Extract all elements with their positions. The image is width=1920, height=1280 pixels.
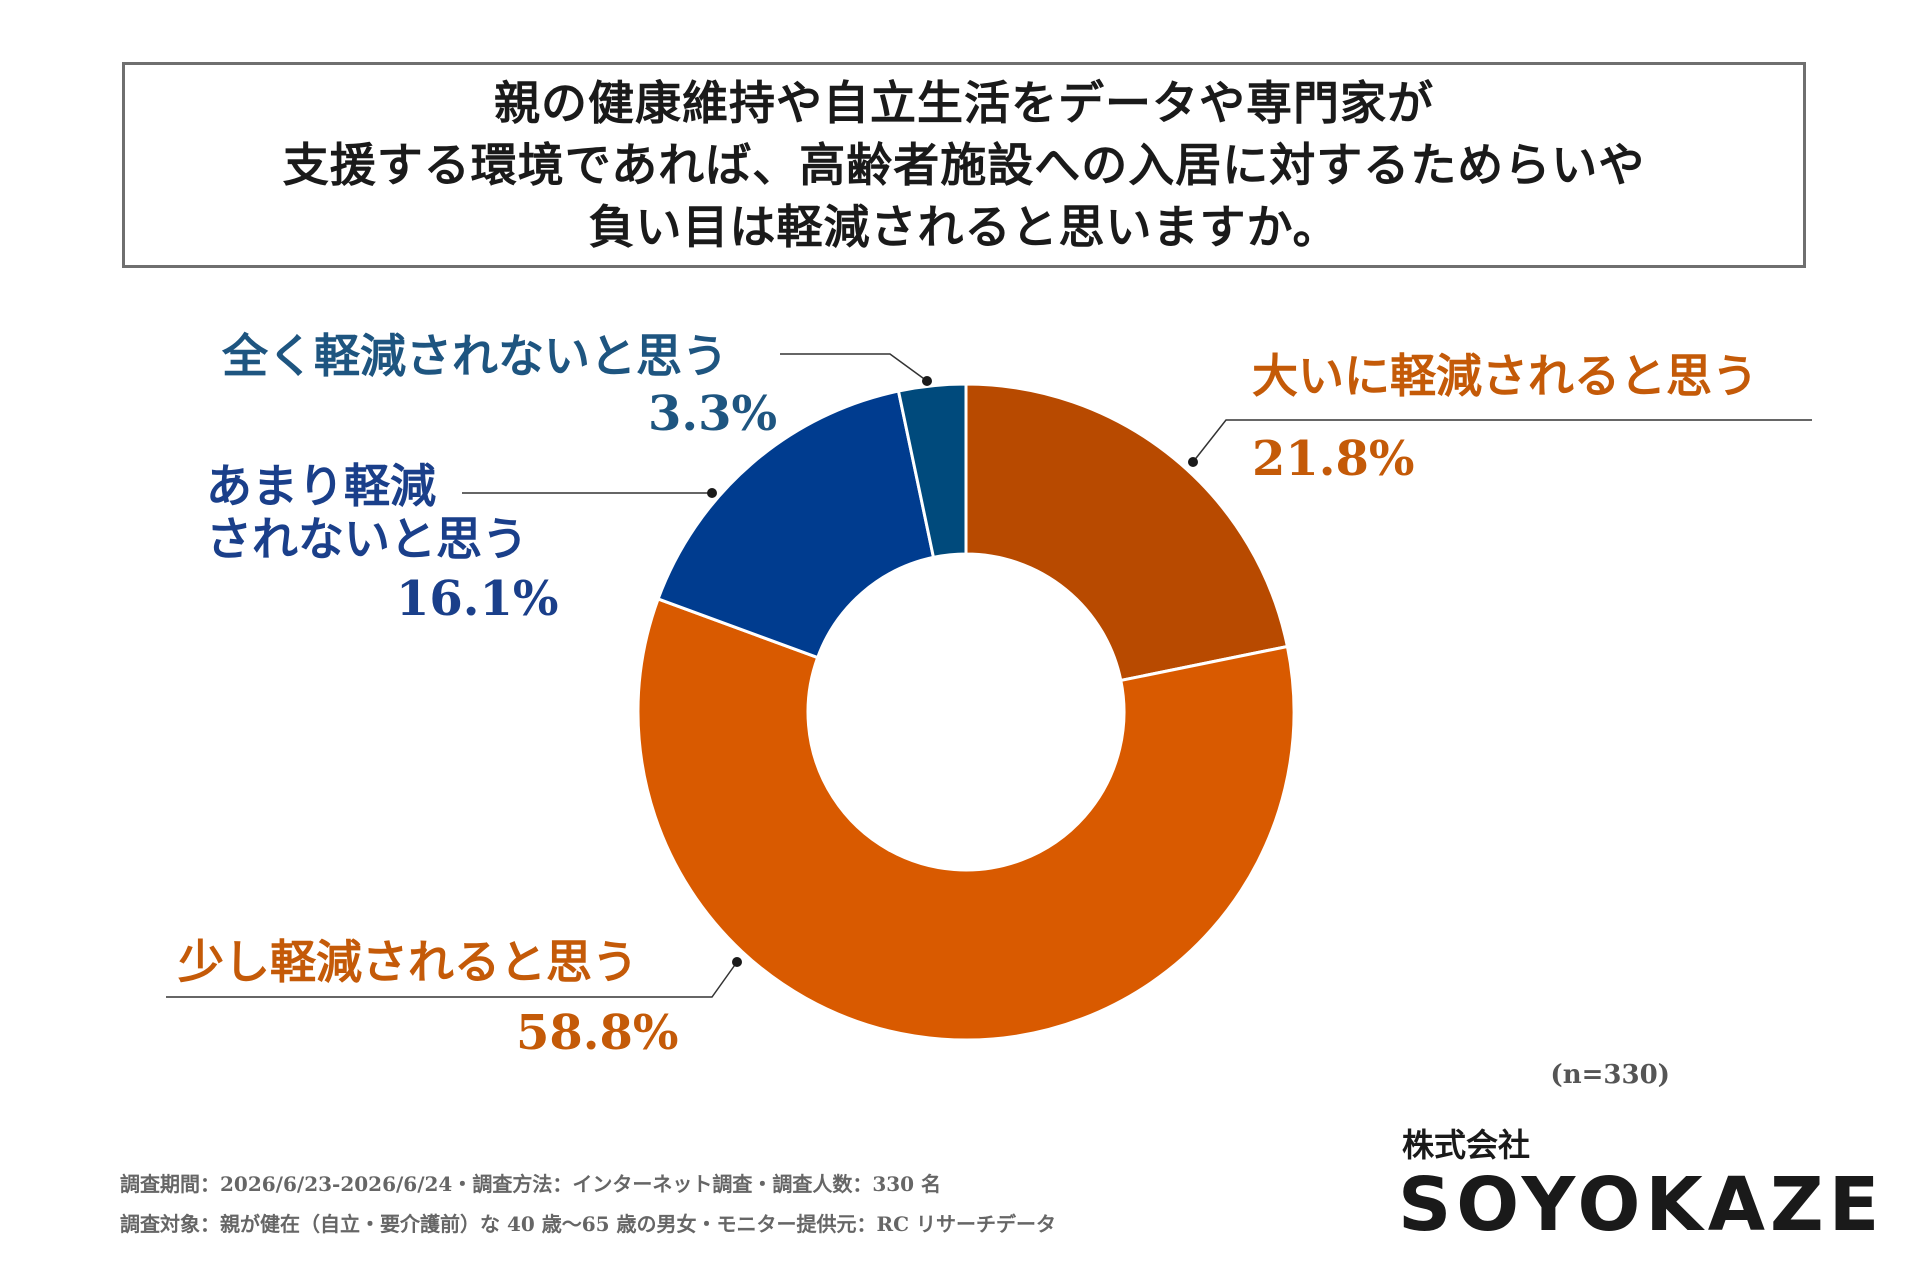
leader-line-1 [1192, 419, 1812, 463]
category-label-1-line-1: 大いに軽減されると思う [1252, 349, 1758, 403]
value-label-3: 16.1% [396, 571, 559, 627]
category-label-1: 大いに軽減されると思う [1252, 350, 1758, 403]
leader-line-4 [780, 353, 928, 382]
chart-title-line-1: 親の健康維持や自立生活をデータや専門家が [494, 76, 1434, 130]
sample-size-label: (n=330) [1550, 1060, 1670, 1090]
value-label-1: 21.8% [1252, 431, 1415, 487]
donut-slice-4 [896, 382, 968, 560]
category-label-2-line-1: 少し軽減されると思う [178, 935, 638, 989]
leader-dot-4 [922, 376, 932, 386]
category-label-3-line-1: あまり軽減 [206, 459, 436, 513]
donut-slice-1 [964, 382, 1290, 683]
category-label-3-line-2: されないと思う [206, 511, 528, 566]
category-label-4-line-1: 全く軽減されないと思う [222, 329, 728, 383]
footer-survey-info: 調査期間：2026/6/23-2026/6/24・調査方法：インターネット調査・… [120, 1172, 942, 1196]
chart-title-line-3: 負い目は軽減されると思いますか。 [588, 200, 1340, 254]
title-box: 親の健康維持や自立生活をデータや専門家が 支援する環境であれば、高齢者施設への入… [122, 62, 1806, 268]
category-label-3: あまり軽減 されないと思う [206, 460, 528, 566]
leader-dot-3 [707, 488, 717, 498]
donut-slice-2 [636, 597, 1296, 1042]
leader-dot-2 [732, 957, 742, 967]
donut-slice-3 [656, 389, 936, 660]
category-label-2: 少し軽減されると思う [178, 936, 638, 989]
chart-title-line-2: 支援する環境であれば、高齢者施設への入居に対するためらいや [282, 138, 1646, 192]
value-label-4: 3.3% [648, 386, 778, 442]
leader-line-2 [166, 961, 738, 998]
footer-survey-target: 調査対象：親が健在（自立・要介護前）な 40 歳〜65 歳の男女・モニター提供元… [120, 1212, 1057, 1236]
logo-soyokaze: SOYOKAZE [1398, 1162, 1885, 1248]
logo-company-prefix: 株式会社 [1402, 1126, 1531, 1164]
category-label-4: 全く軽減されないと思う [222, 330, 728, 383]
value-label-2: 58.8% [516, 1005, 679, 1061]
leader-dot-1 [1188, 457, 1198, 467]
